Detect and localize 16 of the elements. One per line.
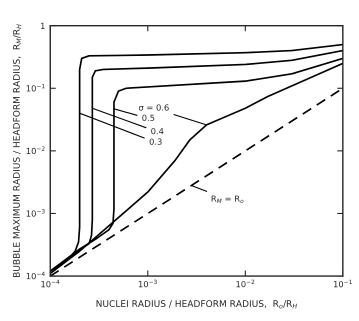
annotation: σ = 0.6 [138,104,169,111]
x-tick-label: 10$^{−3}$ [138,280,157,288]
annotation: 0.3 [150,138,162,145]
x-axis-title: NUCLEI RADIUS / HEADFORM RADIUS, R$_{o}$/R$_{H}$ [96,300,297,308]
y-tick-label: 10$^{−2}$ [26,146,45,154]
x-tick-label: 10$^{−1}$ [334,280,352,288]
x-tick-label: 10$^{−4}$ [41,280,60,288]
y-axis-title: BUBBLE MAXIMUM RADIUS / HEADFORM RADIUS, R$_{M}$/R$_{H}$ [13,24,22,278]
x-tick-label: 10$^{−2}$ [236,280,254,288]
annotation: 0.4 [151,128,164,134]
annotation: R$_{M}$ = R$_{o}$ [212,196,244,204]
y-tick-label: 10$^{−4}$ [26,272,45,280]
y-tick-label: 10$^{−3}$ [26,209,45,217]
y-tick-label: 1 [41,22,45,29]
annotation: 0.5 [142,114,154,121]
y-tick-label: 10$^{−1}$ [26,84,45,92]
